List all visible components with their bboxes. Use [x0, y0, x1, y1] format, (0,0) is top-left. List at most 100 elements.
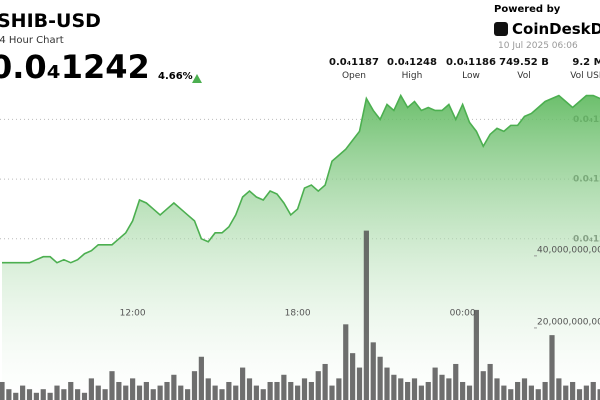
- volume-bar: [109, 371, 115, 400]
- volume-bar: [20, 385, 26, 400]
- volume-bar: [480, 371, 486, 400]
- price: 0.0₄1242: [0, 48, 150, 86]
- x-tick-label: 00:00: [450, 309, 476, 319]
- volume-bar: [47, 392, 53, 400]
- volume-bar: [528, 385, 534, 400]
- volume-bar: [597, 389, 600, 400]
- volume-bar: [288, 381, 294, 400]
- volume-bar: [466, 385, 473, 400]
- volume-bar: [267, 381, 273, 400]
- volume-bar: [570, 381, 576, 400]
- stat-value: 749.52 B: [499, 57, 549, 68]
- volume-bar: [391, 374, 397, 400]
- volume-bar: [130, 378, 136, 400]
- volume-bar: [185, 389, 191, 400]
- volume-bar: [583, 385, 589, 400]
- stat: 749.52 B Vol: [489, 57, 559, 81]
- volume-bar: [123, 385, 129, 400]
- volume-bar: [33, 392, 39, 400]
- volume-bar: [233, 385, 239, 400]
- stat-value: 0.0₄1186: [446, 57, 496, 68]
- volume-bar: [157, 385, 163, 400]
- volume-bar: [295, 385, 301, 400]
- volume-bar: [253, 385, 259, 400]
- logo-icon: [494, 22, 508, 36]
- volume-bar: [178, 385, 184, 400]
- stat: 0.0₄1186 Low: [436, 57, 506, 81]
- volume-bar: [281, 374, 287, 400]
- volume-bar: [508, 389, 514, 400]
- volume-bar: [501, 385, 507, 400]
- volume-bar: [363, 230, 369, 400]
- volume-bar: [54, 385, 60, 400]
- volume-bar: [411, 378, 418, 400]
- price-line: [2, 93, 600, 264]
- volume-bar: [542, 381, 548, 400]
- volume-bar: [26, 389, 33, 400]
- volume-bar: [473, 309, 479, 400]
- volume-bar: [198, 356, 204, 400]
- stat: 0.0₄1248 High: [377, 57, 447, 81]
- volume-bar: [81, 392, 88, 400]
- volume-bar: [171, 374, 177, 400]
- stat-value: 0.0₄1248: [387, 57, 437, 68]
- volume-bar: [301, 378, 308, 400]
- powered-by: Powered by: [494, 4, 561, 15]
- volume-bar: [116, 381, 122, 400]
- volume-bar: [418, 385, 424, 400]
- volume-bar: [549, 335, 555, 400]
- volume-bar: [88, 378, 94, 400]
- volume-bar: [446, 378, 452, 400]
- volume-bar: [535, 389, 541, 400]
- volume-bar: [494, 378, 500, 400]
- stat-label: Vol: [517, 71, 531, 81]
- volume-bar: [356, 367, 363, 400]
- brand: CoinDeskData: [512, 20, 600, 38]
- volume-bar: [219, 389, 225, 400]
- symbol: SHIB-USD: [0, 10, 101, 32]
- volume-bar: [68, 381, 74, 400]
- volume-bar: [398, 378, 404, 400]
- volume-bar: [336, 378, 342, 400]
- x-tick-label: 18:00: [285, 309, 311, 319]
- volume-bar: [521, 378, 528, 400]
- volume-bar: [246, 378, 253, 400]
- stat-value: 0.0₄1187: [329, 57, 379, 68]
- volume-bar: [432, 367, 438, 400]
- volume-bar: [343, 324, 349, 400]
- volume-bar: [274, 381, 280, 400]
- price-area: [2, 95, 600, 400]
- volume-bar: [136, 385, 143, 400]
- volume-bar: [6, 389, 12, 400]
- volume-bar: [95, 385, 101, 400]
- stat-label: Low: [462, 71, 480, 81]
- stat-value: 9.2 M: [572, 57, 600, 68]
- volume-bar: [576, 389, 583, 400]
- volume-bar: [61, 389, 67, 400]
- volume-bar: [75, 389, 81, 400]
- volume-bar: [453, 363, 459, 400]
- volume-bar: [556, 378, 562, 400]
- stat-label: Vol USD: [570, 71, 600, 81]
- change: 4.66%: [158, 71, 193, 82]
- volume-bar: [563, 385, 569, 400]
- subtitle: 24 Hour Chart: [0, 35, 64, 46]
- volume-bar: [260, 389, 266, 400]
- volume-bar: [40, 389, 46, 400]
- volume-bar: [377, 356, 383, 400]
- volume-bar: [515, 381, 521, 400]
- volume-bar: [384, 367, 390, 400]
- volume-bar: [322, 363, 328, 400]
- volume-bar: [460, 381, 466, 400]
- y2-tick-label: 40,000,000,000: [537, 245, 600, 255]
- volume-bar: [240, 367, 246, 400]
- y2-tick-label: 20,000,000,000: [537, 317, 600, 327]
- volume-bar: [405, 381, 411, 400]
- volume-bar: [143, 381, 149, 400]
- volume-bar: [329, 385, 335, 400]
- volume-bar: [425, 381, 431, 400]
- volume-bar: [487, 363, 493, 400]
- volume-bar: [370, 342, 376, 400]
- x-tick-label: 12:00: [120, 309, 146, 319]
